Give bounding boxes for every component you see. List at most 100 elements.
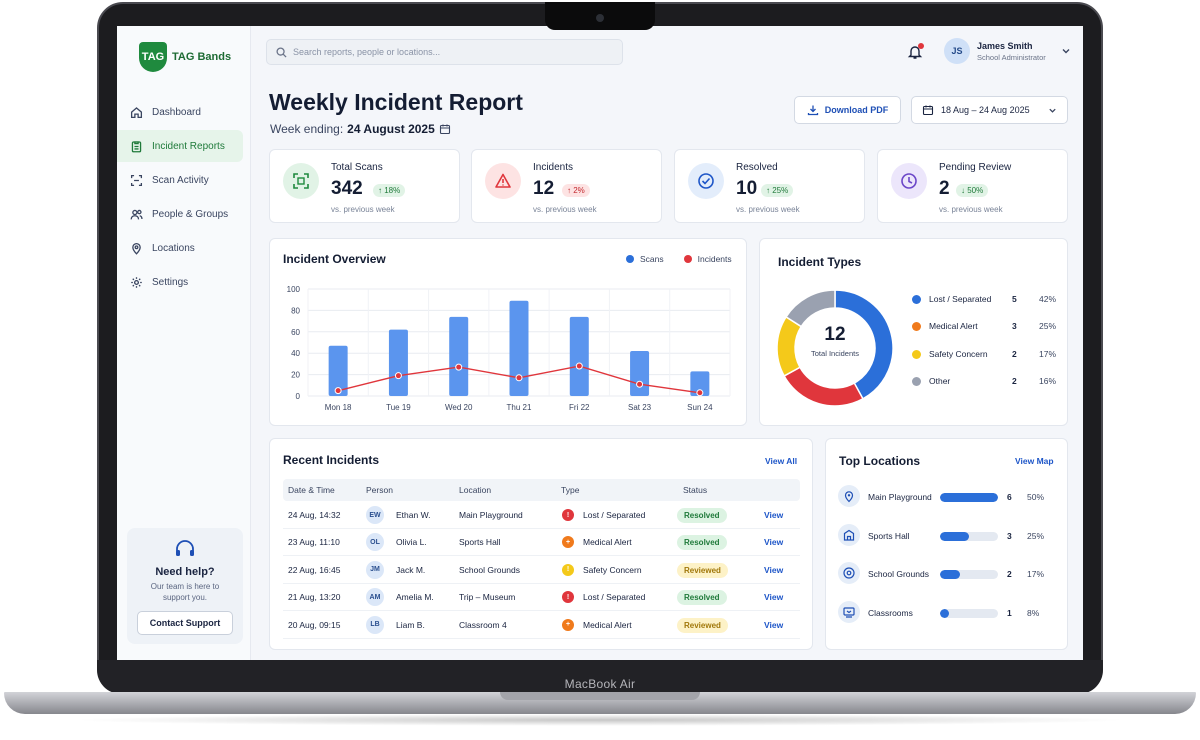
bell-icon [907, 46, 923, 59]
table-row[interactable]: 20 Aug, 09:15 LB Liam B. Classroom 4 + Medica… [283, 612, 800, 639]
stat-card-total-scans[interactable]: Total Scans 342 ↑ 18% vs. previous week [269, 149, 460, 223]
point-incidents [636, 380, 644, 388]
calendar-icon [922, 105, 934, 116]
table-row[interactable]: 23 Aug, 11:10 OL Olivia L. Sports Hall + Medi… [283, 529, 800, 557]
location-count: 2 [1007, 569, 1012, 579]
cell-location: Trip – Museum [459, 592, 516, 603]
stat-subtext: vs. previous week [939, 205, 1003, 214]
status-badge: Reviewed [677, 562, 728, 578]
cell-date: 21 Aug, 13:20 [288, 592, 341, 603]
avatar: EW [366, 506, 384, 524]
sidebar-item-label: Locations [152, 242, 195, 254]
week-label: Week ending: [270, 122, 344, 136]
sidebar-nav: Dashboard Incident Reports Scan Activity… [117, 96, 251, 300]
sidebar-item-incident-reports[interactable]: Incident Reports [117, 130, 243, 162]
cell-person: Amelia M. [396, 592, 434, 603]
view-link[interactable]: View [764, 537, 784, 548]
cell-status: Resolved [677, 535, 727, 551]
cell-status: Reviewed [677, 562, 728, 578]
legend-row-medical-alert: Medical Alert 3 25% [912, 321, 1062, 331]
legend-swatch [912, 349, 921, 359]
view-link[interactable]: View [764, 510, 784, 520]
sidebar-item-settings[interactable]: Settings [117, 266, 243, 298]
cell-type-icon: ! [562, 509, 574, 521]
notifications-button[interactable] [907, 43, 924, 60]
view-all-link[interactable]: View All [765, 456, 798, 466]
stat-change-badge: ↓ 50% [956, 184, 989, 197]
stat-card-resolved[interactable]: Resolved 10 ↑ 25% vs. previous week [674, 149, 865, 223]
y-tick-label: 80 [291, 306, 300, 315]
search-input[interactable]: Search reports, people or locations... [266, 39, 623, 65]
location-count: 6 [1007, 492, 1012, 502]
headset-icon [176, 540, 194, 556]
x-tick-label: Thu 21 [507, 403, 532, 412]
location-row[interactable]: Sports Hall 3 25% [838, 523, 1048, 548]
help-title: Need help? [155, 566, 215, 578]
legend-count: 5 [1012, 294, 1017, 304]
donut-total: 12 [824, 324, 846, 345]
location-name: Classrooms [868, 607, 913, 618]
camera-icon [596, 14, 604, 22]
stat-subtext: vs. previous week [736, 205, 800, 214]
stat-card-incidents[interactable]: Incidents 12 ↑ 2% vs. previous week [471, 149, 662, 223]
location-percent: 25% [1027, 530, 1045, 541]
location-bar-fill [940, 493, 998, 502]
sidebar-item-dashboard[interactable]: Dashboard [117, 96, 243, 128]
legend-label: Lost / Separated [929, 294, 992, 304]
x-tick-label: Mon 18 [325, 403, 352, 412]
date-range-picker[interactable]: 18 Aug – 24 Aug 2025 [911, 96, 1068, 124]
laptop-shadow [70, 714, 1130, 726]
brand-logo[interactable]: TAG TAG Bands [139, 42, 231, 72]
location-row[interactable]: Main Playground 6 50% [838, 485, 1048, 509]
download-pdf-button[interactable]: Download PDF [794, 96, 901, 124]
sidebar-item-scan-activity[interactable]: Scan Activity [117, 164, 243, 196]
alert-icon: ! [562, 509, 574, 521]
location-bar-fill [940, 570, 960, 579]
stat-card-pending-review[interactable]: Pending Review 2 ↓ 50% vs. previous week [877, 149, 1068, 223]
column-header: Location [459, 485, 492, 495]
donut-slice [784, 289, 836, 328]
cell-type: Lost / Separated [583, 510, 646, 520]
contact-support-button[interactable]: Contact Support [137, 611, 233, 635]
sidebar-item-label: Settings [152, 276, 189, 288]
avatar: JS [944, 38, 970, 64]
cell-type-icon: + [562, 618, 574, 631]
cell-person: Liam B. [396, 619, 425, 630]
date-range-value: 18 Aug – 24 Aug 2025 [941, 105, 1030, 115]
table-row[interactable]: 24 Aug, 14:32 EW Ethan W. Main Playground! L… [283, 502, 800, 529]
legend-percent: 25% [1039, 321, 1057, 331]
cell-date: 22 Aug, 16:45 [288, 564, 341, 575]
compass-icon [838, 562, 860, 584]
sidebar-item-people-groups[interactable]: People & Groups [117, 198, 243, 230]
table-row[interactable]: 22 Aug, 16:45 JM Jack M. School Grounds! Saf… [283, 557, 800, 584]
legend-percent: 42% [1039, 294, 1057, 304]
legend-count: 2 [1012, 349, 1017, 359]
stat-value: 12 [533, 178, 555, 199]
legend-label: Safety Concern [929, 349, 988, 359]
location-row[interactable]: Classrooms 1 8% [838, 600, 1048, 625]
stat-label: Resolved [736, 162, 778, 173]
table-row[interactable]: 21 Aug, 13:20 AM Amelia M. Trip – Museum! Lo… [283, 584, 800, 612]
view-map-link[interactable]: View Map [1015, 456, 1054, 466]
chevron-down-icon [1062, 49, 1070, 54]
cell-type: Safety Concern [583, 564, 642, 575]
check-circle-icon [688, 163, 724, 199]
incident-types-card: Incident Types 12 Total Incidents Lost /… [759, 238, 1068, 426]
device-label: MacBook Air [564, 677, 636, 691]
location-bar [940, 493, 998, 502]
week-ending: Week ending: 24 August 2025 [270, 122, 451, 136]
avatar: LB [366, 615, 384, 634]
view-link[interactable]: View [764, 564, 784, 575]
clipboard-icon [131, 140, 142, 152]
sidebar-item-locations[interactable]: Locations [117, 232, 243, 264]
location-row[interactable]: School Grounds 2 17% [838, 562, 1048, 586]
warning-icon [485, 163, 521, 199]
y-tick-label: 40 [291, 349, 300, 358]
view-link[interactable]: View [764, 592, 784, 603]
y-tick-label: 20 [291, 371, 300, 380]
user-menu[interactable]: JS James Smith School Administrator [944, 38, 1071, 64]
view-link[interactable]: View [764, 619, 784, 630]
legend-percent: 16% [1039, 376, 1057, 386]
cell-location: School Grounds [459, 564, 520, 575]
location-percent: 8% [1027, 607, 1040, 618]
